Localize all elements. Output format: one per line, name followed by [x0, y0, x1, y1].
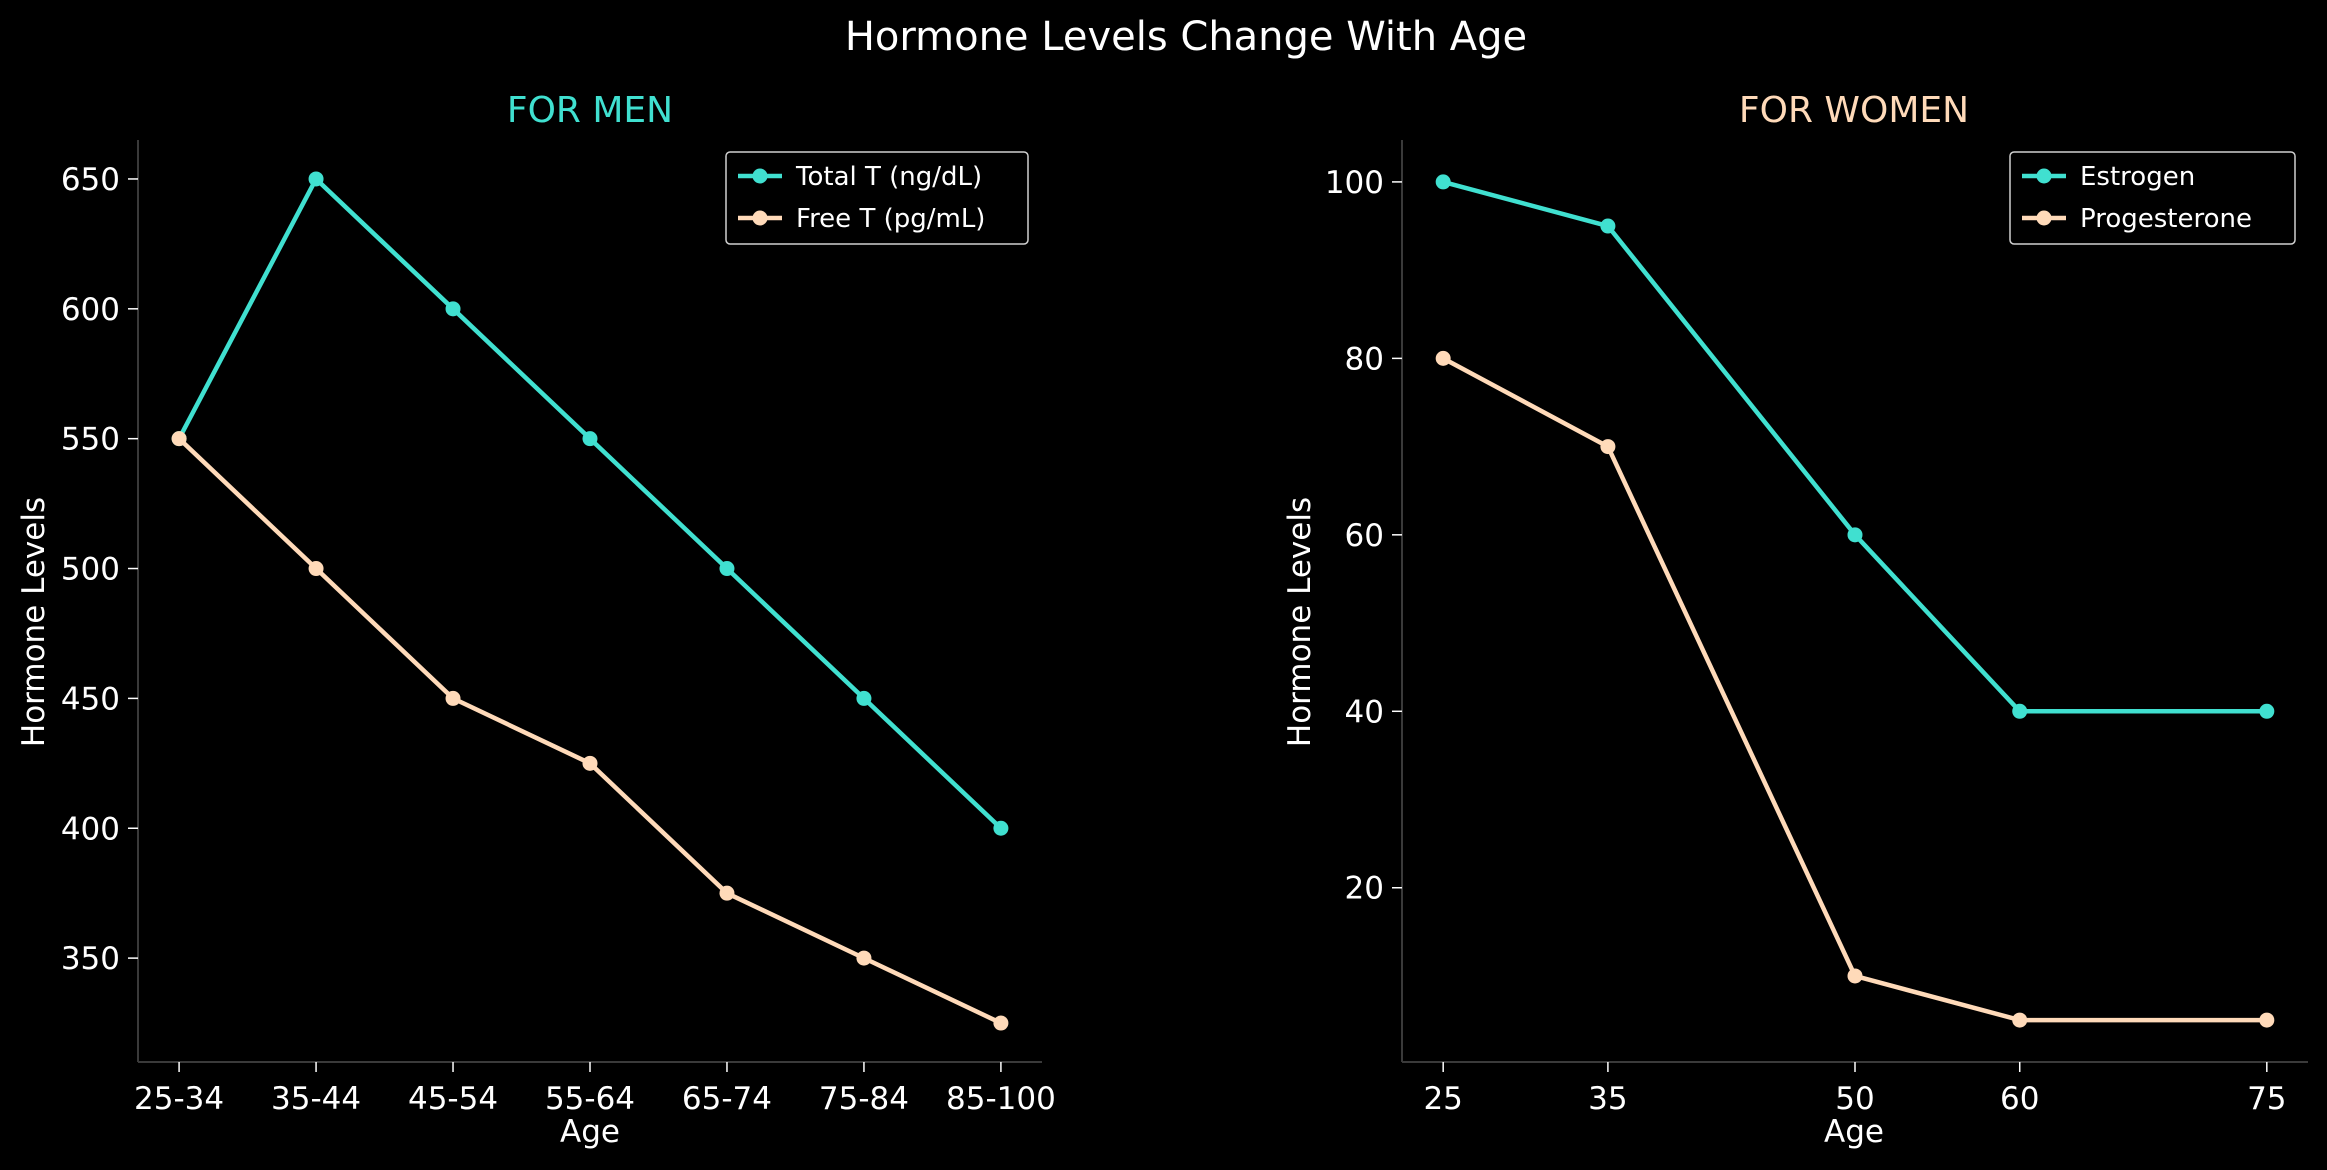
chart-men: FOR MEN Age Hormone Levels 350 400 450 500 5…: [16, 90, 1056, 1150]
legend-label: Progesterone: [2080, 204, 2252, 234]
chart-men-legend: Total T (ng/dL) Free T (pg/mL): [725, 151, 1029, 245]
x-tick-label: 50: [1835, 1081, 1874, 1117]
series-men-1: [171, 431, 1009, 1031]
data-point: [993, 820, 1009, 836]
legend-frame: [725, 151, 1029, 245]
chart-women-title: FOR WOMEN: [1739, 90, 1969, 131]
data-point: [2259, 703, 2275, 719]
x-tick-label: 35: [1588, 1081, 1627, 1117]
y-tick-label: 550: [61, 422, 120, 458]
y-tick-label: 450: [61, 681, 120, 717]
y-tick-label: 650: [61, 162, 120, 198]
data-point: [308, 171, 324, 187]
data-point: [719, 885, 735, 901]
chart-women-legend: Estrogen Progesterone: [2009, 151, 2296, 245]
data-point: [445, 301, 461, 317]
chart-men-xlabel: Age: [560, 1114, 620, 1150]
data-point: [582, 431, 598, 447]
chart-women-ylabel: Hormone Levels: [1282, 497, 1318, 747]
data-point: [1435, 174, 1451, 190]
legend-label: Free T (pg/mL): [796, 204, 985, 234]
data-point: [1435, 350, 1451, 366]
data-point: [1600, 218, 1616, 234]
y-tick-label: 500: [61, 552, 120, 588]
data-point: [171, 431, 187, 447]
data-point: [1847, 968, 1863, 984]
y-tick-label: 60: [1345, 518, 1384, 554]
data-point: [719, 561, 735, 577]
chart-women: FOR WOMEN Age Hormone Levels 20 40 60 80 100…: [1282, 90, 2308, 1150]
x-tick-label: 55-64: [545, 1081, 635, 1117]
data-point: [1600, 439, 1616, 455]
legend-label: Estrogen: [2080, 162, 2195, 192]
legend-swatch-marker: [752, 168, 768, 184]
y-tick-label: 600: [61, 292, 120, 328]
series-women-0: [1435, 174, 2275, 719]
data-point: [582, 755, 598, 771]
legend-swatch-marker: [2036, 210, 2052, 226]
figure-title: Hormone Levels Change With Age: [845, 14, 1527, 60]
x-tick-label: 65-74: [682, 1081, 772, 1117]
y-tick-label: 100: [1325, 165, 1384, 201]
data-point: [856, 690, 872, 706]
data-point: [1847, 527, 1863, 543]
legend-swatch-marker: [2036, 168, 2052, 184]
data-point: [856, 950, 872, 966]
legend-label: Total T (ng/dL): [795, 162, 982, 192]
x-tick-label: 25-34: [134, 1081, 224, 1117]
y-tick-label: 350: [61, 941, 120, 977]
chart-women-xlabel: Age: [1824, 1114, 1884, 1150]
x-tick-label: 35-44: [271, 1081, 361, 1117]
legend-swatch-marker: [752, 210, 768, 226]
chart-men-ylabel: Hormone Levels: [16, 497, 52, 747]
series-women-1: [1435, 350, 2275, 1028]
data-point: [445, 690, 461, 706]
x-tick-label: 25: [1423, 1081, 1462, 1117]
data-point: [2012, 703, 2028, 719]
x-tick-label: 45-54: [408, 1081, 498, 1117]
chart-men-title: FOR MEN: [507, 90, 673, 131]
data-point: [308, 561, 324, 577]
y-tick-label: 20: [1345, 871, 1384, 907]
data-point: [2259, 1012, 2275, 1028]
legend-frame: [2009, 151, 2296, 245]
y-tick-label: 40: [1345, 694, 1384, 730]
x-tick-label: 85-100: [946, 1081, 1056, 1117]
x-tick-label: 75-84: [819, 1081, 909, 1117]
data-point: [2012, 1012, 2028, 1028]
y-tick-label: 400: [61, 811, 120, 847]
x-tick-label: 60: [2000, 1081, 2039, 1117]
y-tick-label: 80: [1345, 341, 1384, 377]
data-point: [993, 1015, 1009, 1031]
x-tick-label: 75: [2247, 1081, 2286, 1117]
